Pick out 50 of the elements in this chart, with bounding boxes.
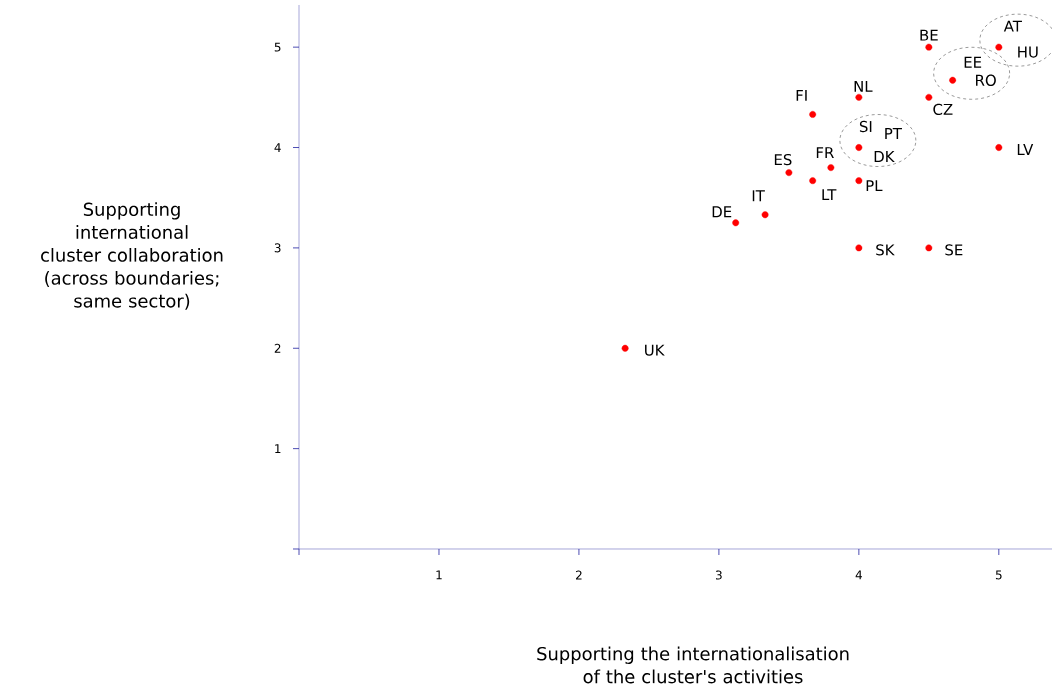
- point: [621, 344, 629, 352]
- point: [809, 177, 817, 185]
- annotation: UK: [645, 344, 665, 356]
- x-axis-title: Supporting the internationalisation of the cluster's activities: [537, 646, 849, 684]
- annotation: FR: [816, 147, 834, 159]
- annotation: SI: [859, 120, 872, 133]
- y-tick-label: 4: [274, 143, 281, 152]
- annotation: CZ: [933, 103, 953, 115]
- annotation: IT: [752, 190, 765, 202]
- x-tick-label: 4: [855, 570, 862, 580]
- point: [995, 144, 1003, 151]
- y-tick-label: 3: [274, 243, 281, 253]
- point: [855, 244, 863, 252]
- annotation: EE: [964, 56, 982, 68]
- point: [785, 169, 793, 177]
- annotation: HU: [1018, 46, 1038, 58]
- point: [925, 244, 933, 252]
- x-tick-label: 3: [716, 570, 722, 580]
- annotation: RO: [976, 74, 996, 86]
- annotation: DE: [712, 206, 732, 218]
- annotation: NL: [854, 80, 873, 92]
- annotation: LV: [1017, 144, 1034, 155]
- annotation: LT: [822, 189, 837, 201]
- point: [809, 111, 817, 118]
- point: [855, 144, 863, 151]
- point: [995, 43, 1003, 51]
- y-axis-title: Supporting international cluster collaboration (across boundaries; same sector): [41, 202, 223, 310]
- x-tick-label: 1: [436, 570, 442, 580]
- point: [732, 219, 740, 227]
- point: [761, 211, 769, 219]
- x-tick-label: 5: [995, 570, 1002, 580]
- annotation: PL: [866, 180, 883, 192]
- point: [925, 93, 933, 101]
- y-tick-label: 1: [275, 444, 281, 453]
- annotation: FI: [796, 89, 807, 101]
- point: [855, 177, 863, 185]
- annotation: DK: [874, 151, 895, 162]
- x-tick-label: 2: [576, 570, 582, 580]
- annotation: AT: [1003, 20, 1022, 32]
- y-tick-label: 5: [274, 42, 281, 52]
- annotation: SE: [945, 244, 963, 256]
- annotation: SK: [876, 244, 895, 256]
- point: [855, 93, 863, 101]
- annotation: ES: [774, 153, 792, 166]
- point: [827, 164, 835, 171]
- y-tick-label: 2: [274, 343, 281, 353]
- annotation: BE: [920, 29, 938, 41]
- annotation: PT: [885, 128, 902, 139]
- point: [925, 43, 933, 51]
- point: [949, 76, 957, 84]
